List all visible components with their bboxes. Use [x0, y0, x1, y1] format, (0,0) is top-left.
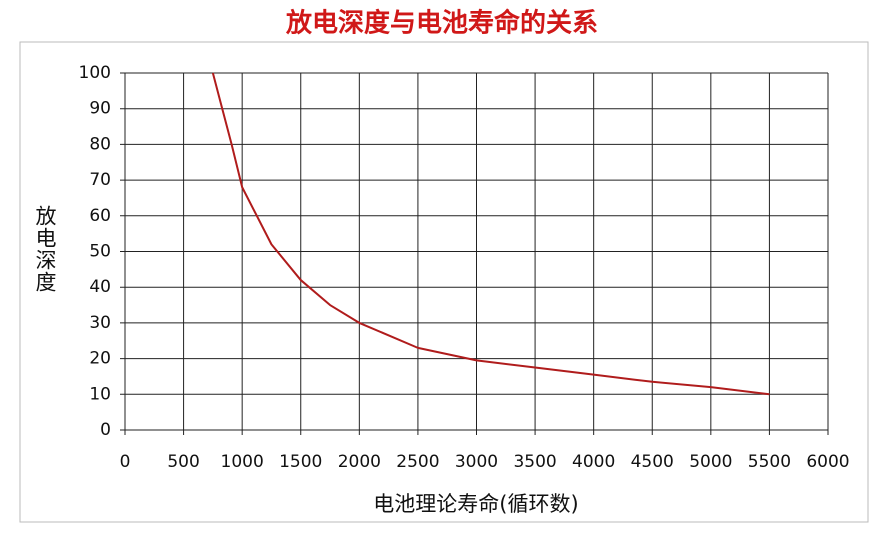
x-tick-label: 3000 — [455, 452, 498, 472]
x-tick-label: 3500 — [513, 452, 556, 472]
y-tick-label: 20 — [89, 349, 111, 369]
y-tick-label: 40 — [89, 277, 111, 297]
x-tick-label: 1500 — [279, 452, 322, 472]
data-line — [211, 72, 770, 396]
y-axis-label: 放电深度 — [33, 205, 57, 293]
x-tick-label: 5500 — [748, 452, 791, 472]
y-tick-label: 100 — [79, 63, 111, 83]
y-tick-label: 90 — [89, 99, 111, 119]
x-tick-label: 4000 — [572, 452, 615, 472]
x-tick-label: 2000 — [338, 452, 381, 472]
y-tick-label: 50 — [89, 242, 111, 262]
y-tick-label: 30 — [89, 313, 111, 333]
x-axis-label: 电池理论寿命(循环数) — [373, 492, 578, 516]
y-tick-label: 0 — [100, 420, 111, 440]
y-tick-label: 10 — [89, 384, 111, 404]
y-tick-label: 60 — [89, 206, 111, 226]
x-tick-label: 6000 — [806, 452, 849, 472]
y-tick-label: 80 — [89, 134, 111, 154]
x-tick-label: 500 — [167, 452, 199, 472]
x-tick-label: 2500 — [396, 452, 439, 472]
y-tick-label: 70 — [89, 170, 111, 190]
frame — [19, 41, 869, 523]
x-tick-label: 5000 — [689, 452, 732, 472]
x-tick-label: 4500 — [631, 452, 674, 472]
x-tick-label: 0 — [120, 452, 131, 472]
x-tick-label: 1000 — [221, 452, 264, 472]
chart-title: 放电深度与电池寿命的关系 — [285, 8, 598, 39]
